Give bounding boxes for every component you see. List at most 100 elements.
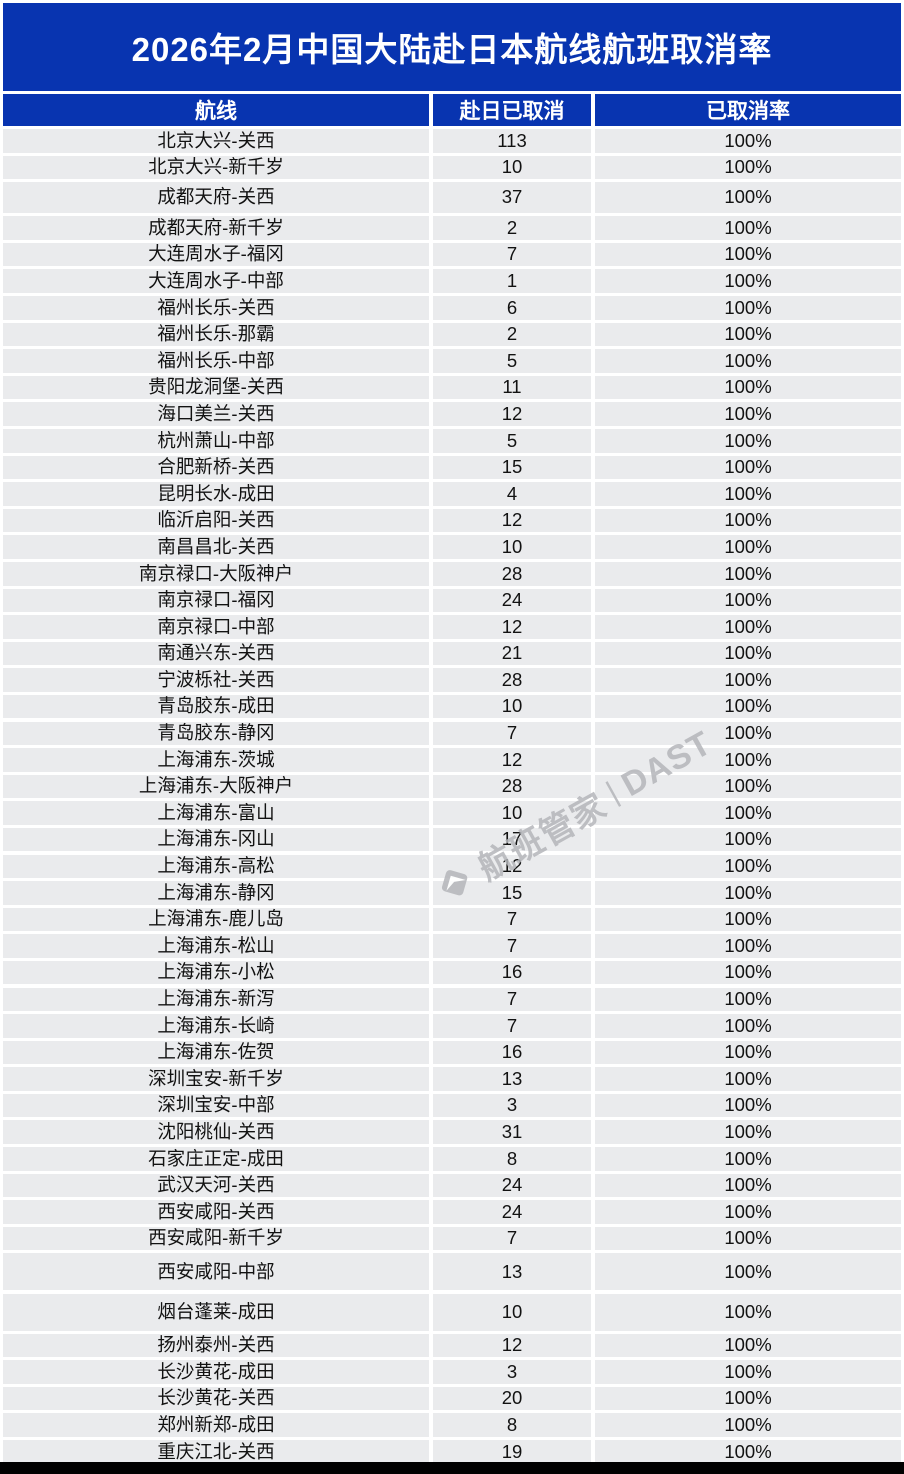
route-cell: 南京禄口-中部 bbox=[3, 615, 429, 639]
table-row: 长沙黄花-关西 20 100% bbox=[3, 1386, 901, 1411]
route-cell: 福州长乐-那霸 bbox=[3, 322, 429, 347]
cancelled-count-cell: 24 bbox=[433, 1200, 591, 1224]
table-row: 大连周水子-中部 1 100% bbox=[3, 269, 901, 293]
table-row: 青岛胶东-成田 10 100% bbox=[3, 694, 901, 719]
table-row: 上海浦东-松山 7 100% bbox=[3, 934, 901, 958]
cancel-rate-cell: 100% bbox=[595, 375, 901, 400]
cancelled-count-cell: 7 bbox=[433, 987, 591, 1011]
cancel-rate-cell: 100% bbox=[595, 641, 901, 666]
cancelled-count-cell: 7 bbox=[433, 907, 591, 932]
route-cell: 上海浦东-新泻 bbox=[3, 987, 429, 1011]
route-cell: 青岛胶东-静冈 bbox=[3, 721, 429, 746]
route-cell: 扬州泰州-关西 bbox=[3, 1333, 429, 1358]
route-cell: 烟台蓬莱-成田 bbox=[3, 1293, 429, 1331]
cancel-rate-cell: 100% bbox=[595, 1120, 901, 1144]
cancelled-count-cell: 13 bbox=[433, 1253, 591, 1291]
table-row: 贵阳龙洞堡-关西 11 100% bbox=[3, 375, 901, 400]
cancel-rate-cell: 100% bbox=[595, 129, 901, 153]
cancel-rate-cell: 100% bbox=[595, 455, 901, 480]
cancel-rate-cell: 100% bbox=[595, 668, 901, 692]
cancel-rate-cell: 100% bbox=[595, 1226, 901, 1251]
cancel-rate-cell: 100% bbox=[595, 1173, 901, 1198]
cancel-rate-cell: 100% bbox=[595, 1386, 901, 1411]
route-cell: 海口美兰-关西 bbox=[3, 402, 429, 426]
route-cell: 大连周水子-福冈 bbox=[3, 242, 429, 267]
table-row: 上海浦东-新泻 7 100% bbox=[3, 987, 901, 1011]
cancel-rate-cell: 100% bbox=[595, 774, 901, 799]
cancel-rate-cell: 100% bbox=[595, 588, 901, 613]
route-cell: 福州长乐-中部 bbox=[3, 349, 429, 373]
table-row: 成都天府-关西 37 100% bbox=[3, 182, 901, 214]
cancelled-count-cell: 28 bbox=[433, 562, 591, 586]
table-row: 上海浦东-静冈 15 100% bbox=[3, 881, 901, 905]
table-row: 武汉天河-关西 24 100% bbox=[3, 1173, 901, 1198]
table-row: 上海浦东-大阪神户 28 100% bbox=[3, 774, 901, 799]
route-cell: 长沙黄花-成田 bbox=[3, 1360, 429, 1384]
route-cell: 郑州新郑-成田 bbox=[3, 1413, 429, 1437]
route-cell: 深圳宝安-中部 bbox=[3, 1093, 429, 1118]
route-cell: 宁波栎社-关西 bbox=[3, 668, 429, 692]
table-row: 西安咸阳-中部 13 100% bbox=[3, 1253, 901, 1291]
table-row: 上海浦东-富山 10 100% bbox=[3, 801, 901, 825]
table-row: 郑州新郑-成田 8 100% bbox=[3, 1413, 901, 1437]
cancelled-count-cell: 37 bbox=[433, 182, 591, 214]
cancelled-count-cell: 7 bbox=[433, 242, 591, 267]
route-cell: 西安咸阳-新千岁 bbox=[3, 1226, 429, 1251]
route-cell: 长沙黄花-关西 bbox=[3, 1386, 429, 1411]
cancelled-count-cell: 12 bbox=[433, 748, 591, 772]
cancelled-count-cell: 8 bbox=[433, 1147, 591, 1171]
cancel-rate-cell: 100% bbox=[595, 960, 901, 985]
table-row: 北京大兴-新千岁 10 100% bbox=[3, 155, 901, 180]
cancel-rate-cell: 100% bbox=[595, 801, 901, 825]
cancel-rate-cell: 100% bbox=[595, 535, 901, 559]
route-cell: 西安咸阳-关西 bbox=[3, 1200, 429, 1224]
cancelled-count-cell: 7 bbox=[433, 934, 591, 958]
cancelled-count-cell: 10 bbox=[433, 155, 591, 180]
cancelled-count-cell: 20 bbox=[433, 1386, 591, 1411]
route-cell: 临沂启阳-关西 bbox=[3, 508, 429, 533]
cancel-rate-cell: 100% bbox=[595, 562, 901, 586]
cancel-rate-cell: 100% bbox=[595, 748, 901, 772]
cancelled-count-cell: 12 bbox=[433, 402, 591, 426]
route-cell: 南京禄口-福冈 bbox=[3, 588, 429, 613]
table-row: 上海浦东-茨城 12 100% bbox=[3, 748, 901, 772]
route-cell: 上海浦东-长崎 bbox=[3, 1014, 429, 1038]
cancel-rate-cell: 100% bbox=[595, 1293, 901, 1331]
table-row: 深圳宝安-新千岁 13 100% bbox=[3, 1067, 901, 1091]
route-cell: 上海浦东-高松 bbox=[3, 854, 429, 879]
cancel-rate-cell: 100% bbox=[595, 1360, 901, 1384]
cancel-rate-cell: 100% bbox=[595, 615, 901, 639]
cancel-rate-cell: 100% bbox=[595, 721, 901, 746]
table-row: 福州长乐-中部 5 100% bbox=[3, 349, 901, 373]
route-cell: 成都天府-新千岁 bbox=[3, 216, 429, 240]
table-row: 青岛胶东-静冈 7 100% bbox=[3, 721, 901, 746]
cancelled-count-cell: 12 bbox=[433, 1333, 591, 1358]
route-cell: 上海浦东-小松 bbox=[3, 960, 429, 985]
route-cell: 南通兴东-关西 bbox=[3, 641, 429, 666]
cancel-rate-cell: 100% bbox=[595, 1200, 901, 1224]
cancel-rate-cell: 100% bbox=[595, 1333, 901, 1358]
table-header: 航线 赴日已取消 已取消率 bbox=[3, 94, 901, 126]
route-cell: 南京禄口-大阪神户 bbox=[3, 562, 429, 586]
route-cell: 重庆江北-关西 bbox=[3, 1440, 429, 1464]
route-cell: 青岛胶东-成田 bbox=[3, 694, 429, 719]
cancel-rate-cell: 100% bbox=[595, 482, 901, 506]
table-row: 海口美兰-关西 12 100% bbox=[3, 402, 901, 426]
cancel-rate-cell: 100% bbox=[595, 322, 901, 347]
cancelled-count-cell: 16 bbox=[433, 960, 591, 985]
table-row: 南京禄口-福冈 24 100% bbox=[3, 588, 901, 613]
route-cell: 南昌昌北-关西 bbox=[3, 535, 429, 559]
cancelled-count-cell: 15 bbox=[433, 881, 591, 905]
cancelled-count-cell: 19 bbox=[433, 1440, 591, 1464]
cancel-rate-cell: 100% bbox=[595, 1440, 901, 1464]
route-cell: 昆明长水-成田 bbox=[3, 482, 429, 506]
footer-bar bbox=[0, 1462, 904, 1474]
cancel-rate-cell: 100% bbox=[595, 508, 901, 533]
table-body: 北京大兴-关西 113 100% 北京大兴-新千岁 10 100% 成都天府-关西 37 100… bbox=[3, 129, 901, 1467]
table-row: 福州长乐-那霸 2 100% bbox=[3, 322, 901, 347]
table-row: 上海浦东-小松 16 100% bbox=[3, 960, 901, 985]
route-cell: 上海浦东-大阪神户 bbox=[3, 774, 429, 799]
route-cell: 大连周水子-中部 bbox=[3, 269, 429, 293]
route-cell: 上海浦东-松山 bbox=[3, 934, 429, 958]
table-row: 重庆江北-关西 19 100% bbox=[3, 1440, 901, 1464]
